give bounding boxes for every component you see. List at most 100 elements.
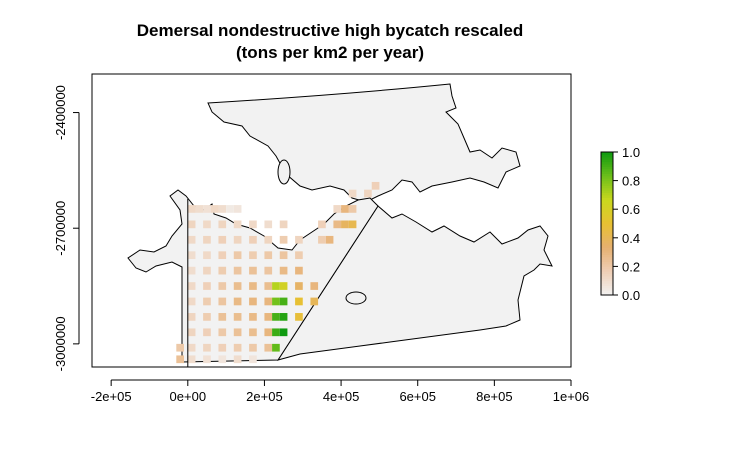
legend-color-step-12: [601, 264, 613, 267]
heatmap-cell-13: [279, 220, 288, 229]
legend: 0.0 0.2 0.4 0.6 0.8 1.0: [600, 145, 640, 303]
plot-frame: [91, 73, 572, 368]
heatmap-cell-82: [176, 343, 184, 352]
heatmap-cell-33: [233, 266, 242, 275]
legend-color-step-5: [601, 280, 613, 284]
heatmap-cell-9: [218, 220, 227, 229]
map-layer: [127, 83, 553, 367]
study-area-polygon: [207, 83, 521, 203]
heatmap-cell-87: [233, 355, 242, 364]
heatmap-cell-14: [187, 235, 196, 244]
legend-color-step-16: [601, 254, 613, 258]
legend-color-step-31: [601, 218, 613, 222]
legend-tick-label-3: 0.6: [622, 202, 640, 217]
heatmap-cell-61: [233, 313, 242, 321]
heatmap-cell-83: [176, 355, 184, 364]
heatmap-cell-74: [279, 328, 288, 337]
heatmap-cell-72: [264, 328, 273, 337]
legend-color-step-42: [601, 192, 613, 196]
heatmap-cell-71: [249, 328, 257, 337]
heatmap-cell-81: [272, 343, 280, 352]
y-tick-label-1: -2700000: [53, 201, 68, 256]
heatmap-cell-54: [272, 297, 280, 306]
legend-color-step-43: [601, 190, 613, 194]
heatmap-cell-39: [203, 282, 211, 290]
legend-color-step-30: [601, 221, 613, 224]
heatmap-cell-44: [272, 282, 280, 290]
chart-subtitle: (tons per km2 per year): [236, 43, 424, 62]
legend-color-step-38: [601, 202, 613, 205]
heatmap-cell-65: [279, 313, 288, 321]
heatmap-cell-7: [187, 220, 196, 229]
legend-color-step-8: [601, 273, 613, 277]
legend-color-step-40: [601, 197, 613, 201]
heatmap-cell-6: [233, 205, 242, 213]
heatmap-cell-31: [203, 266, 211, 275]
heatmap-cell-100: [348, 220, 357, 229]
legend-color-step-50: [601, 173, 613, 177]
legend-color-step-33: [601, 213, 613, 217]
legend-color-step-39: [601, 199, 613, 203]
heatmap-cell-0: [187, 205, 196, 213]
legend-color-step-20: [601, 244, 613, 248]
legend-color-step-10: [601, 268, 613, 272]
heatmap-cell-53: [264, 297, 273, 306]
legend-tick-label-2: 0.4: [622, 231, 640, 246]
y-tick-label-0: -3000000: [53, 316, 68, 371]
heatmap-cell-91: [348, 205, 357, 213]
heatmap-cell-43: [264, 282, 273, 290]
heatmap-cell-21: [295, 235, 303, 244]
x-axis: -2e+05 0e+00 2e+05 4e+05 6e+05 8e+05 1e+06: [91, 379, 590, 404]
legend-color-step-19: [601, 247, 613, 251]
heatmap-cell-32: [218, 266, 227, 275]
heatmap-cell-92: [364, 189, 372, 198]
heatmap-cell-40: [218, 282, 227, 290]
x-tick-label-1: 0e+00: [170, 389, 207, 404]
heatmap-cell-15: [203, 235, 211, 244]
heatmap-cell-77: [218, 343, 227, 352]
legend-color-step-55: [601, 161, 613, 165]
legend-color-step-51: [601, 171, 613, 174]
legend-color-step-9: [601, 271, 613, 275]
heatmap-cell-59: [203, 313, 211, 321]
island-shape-2: [277, 159, 291, 185]
heatmap-cell-63: [264, 313, 273, 321]
heatmap-cell-23: [203, 251, 211, 260]
heatmap-cell-35: [264, 266, 273, 275]
legend-color-step-0: [601, 292, 613, 296]
x-tick-label-5: 8e+05: [476, 389, 513, 404]
heatmap-cell-69: [218, 328, 227, 337]
heatmap-cell-22: [187, 251, 196, 260]
heatmap-cell-70: [233, 328, 242, 337]
legend-color-step-23: [601, 237, 613, 241]
legend-color-step-6: [601, 278, 613, 282]
y-tick-label-2: -2400000: [53, 85, 68, 140]
x-tick-label-6: 1e+06: [553, 389, 590, 404]
heatmap-cell-36: [279, 266, 288, 275]
legend-color-step-13: [601, 261, 613, 265]
legend-color-step-34: [601, 211, 613, 215]
heatmap-cell-60: [218, 313, 227, 321]
legend-tick-label-4: 0.8: [622, 174, 640, 189]
heatmap-cell-37: [295, 266, 303, 275]
legend-color-step-41: [601, 194, 613, 198]
legend-color-step-27: [601, 228, 613, 232]
heatmap-cell-45: [279, 282, 288, 290]
x-tick-label-3: 4e+05: [323, 389, 360, 404]
heatmap-cell-62: [249, 313, 257, 321]
legend-color-step-11: [601, 266, 613, 270]
heatmap-cell-3: [210, 205, 219, 213]
heatmap-cell-30: [187, 266, 196, 275]
legend-color-step-35: [601, 209, 613, 213]
heatmap-cell-88: [249, 355, 257, 364]
x-tick-label-0: -2e+05: [91, 389, 132, 404]
heatmap-cell-55: [279, 297, 288, 306]
legend-color-step-49: [601, 175, 613, 179]
legend-tick-label-0: 0.0: [622, 288, 640, 303]
legend-color-step-28: [601, 225, 613, 229]
heatmap-cell-27: [264, 251, 273, 260]
legend-color-step-1: [601, 290, 613, 294]
heatmap-cell-42: [249, 282, 257, 290]
heatmap-cell-89: [325, 235, 334, 244]
heatmap-cell-17: [233, 235, 242, 244]
